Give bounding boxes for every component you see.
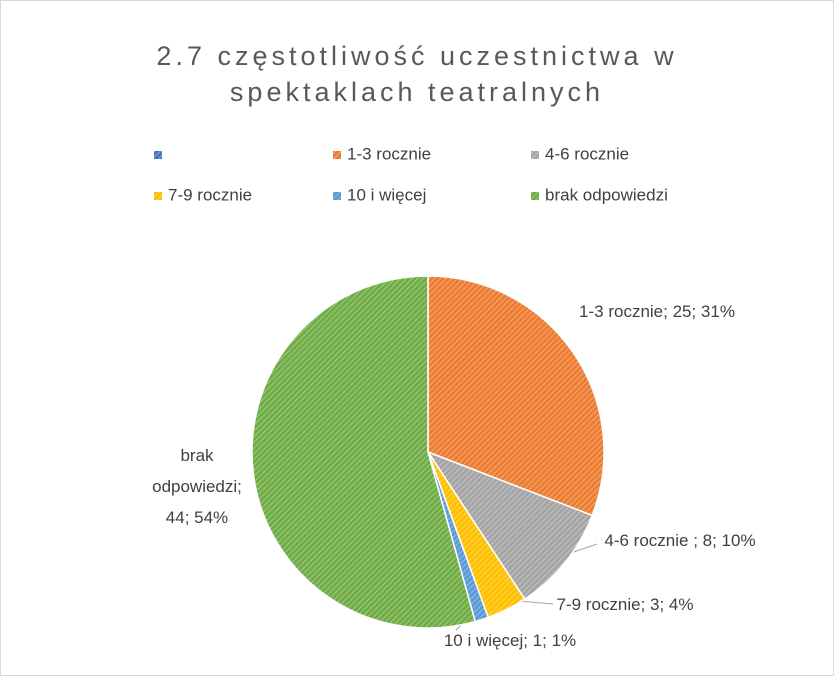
data-label: brak odpowiedzi; 44; 54% (152, 446, 242, 527)
legend-label: brak odpowiedzi (545, 185, 668, 204)
legend-label: 4-6 rocznie (545, 144, 629, 163)
data-label: 7-9 rocznie; 3; 4% (556, 595, 694, 614)
legend-label: 1-3 rocznie (347, 144, 431, 163)
legend-marker (333, 151, 341, 159)
pie-slice (251, 275, 477, 629)
legend-marker (154, 151, 162, 159)
pie-slice (426, 450, 594, 601)
legend-marker (531, 151, 539, 159)
legend-marker (531, 192, 539, 200)
data-label: 1-3 rocznie; 25; 31% (579, 302, 735, 321)
data-label: 10 i więcej; 1; 1% (443, 631, 577, 650)
data-label: 4-6 rocznie ; 8; 10% (604, 531, 756, 550)
legend-label: 7-9 rocznie (168, 185, 252, 204)
leader-line (518, 600, 554, 605)
legend-marker (333, 192, 341, 200)
chart-title: 2.7 częstotliwość uczestnictwa w spektak… (156, 41, 678, 107)
legend-marker (154, 192, 162, 200)
pie-slice (427, 275, 605, 517)
legend-label: 10 i więcej (347, 185, 426, 204)
